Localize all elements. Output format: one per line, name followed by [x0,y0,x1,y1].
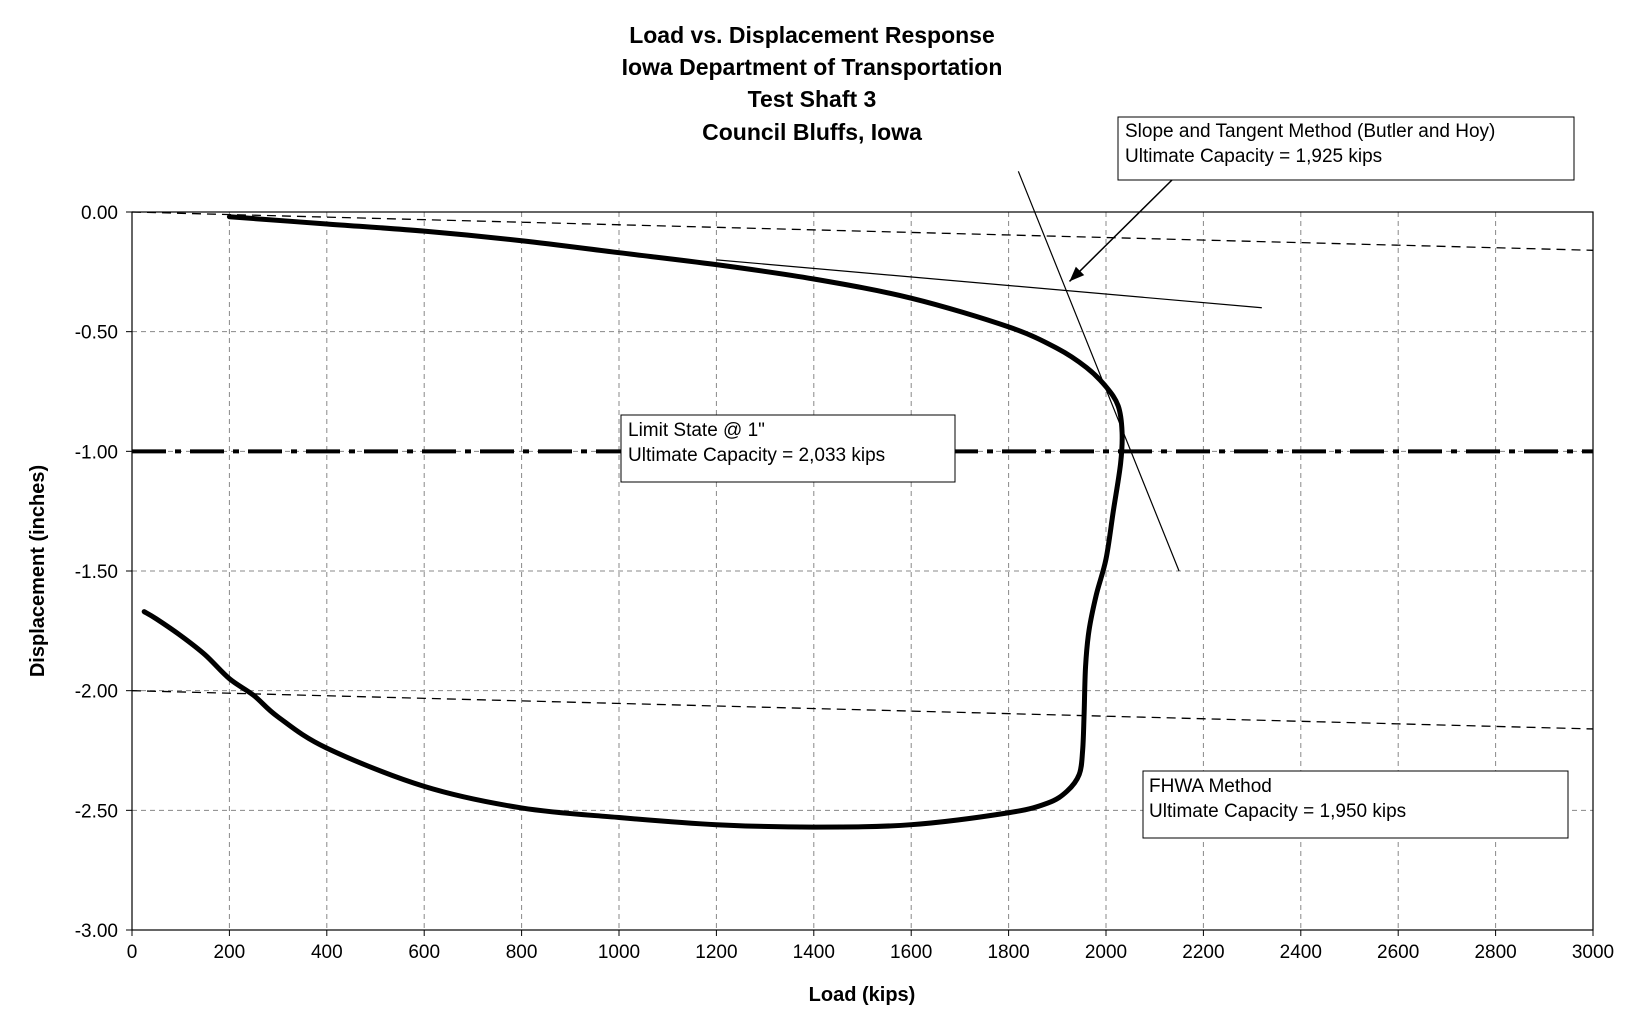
annotation-limit-state: Limit State @ 1" Ultimate Capacity = 2,0… [620,414,956,483]
x-tick-label: 1000 [598,942,640,963]
load-displacement-curve [141,214,1125,830]
title-line-3: Test Shaft 3 [748,86,877,112]
x-tick-label: 1200 [695,942,737,963]
x-tick-label: 0 [127,942,138,963]
annotation-box [620,414,956,483]
y-tick-label: -1.00 [75,442,118,463]
y-tick-label: -2.50 [75,801,118,822]
annotation-line: Ultimate Capacity = 2,033 kips [628,445,885,466]
title-line-2: Iowa Department of Transportation [622,54,1003,80]
x-tick-label: 2600 [1377,942,1419,963]
y-tick-label: -1.50 [75,562,118,583]
annotation-line: FHWA Method [1149,776,1272,797]
x-axis: 0 200 400 600 800 1000 1200 1400 1600 1800 2000 220… [127,930,1614,963]
title-line-4: Council Bluffs, Iowa [702,119,922,145]
x-tick-label: 1800 [987,942,1029,963]
x-tick-label: 800 [506,942,538,963]
series-group [131,171,1594,830]
tangent-line [1017,171,1180,572]
title-line-1: Load vs. Displacement Response [629,22,995,48]
y-axis-label: Displacement (inches) [27,465,49,677]
annotation-fhwa: FHWA Method Ultimate Capacity = 1,950 ki… [1142,770,1569,839]
annotation-line: Ultimate Capacity = 1,925 kips [1125,146,1382,167]
x-tick-label: 2000 [1085,942,1127,963]
y-tick-label: -0.50 [75,323,118,344]
x-tick-label: 1600 [890,942,932,963]
x-tick-label: 3000 [1572,942,1614,963]
grid [132,212,1593,930]
annotation-slope-tangent: Slope and Tangent Method (Butler and Hoy… [1117,116,1575,181]
annotation-line: Slope and Tangent Method (Butler and Hoy… [1125,121,1495,142]
reference-line-dashed [131,211,1594,251]
x-tick-label: 400 [311,942,343,963]
chart-title: Load vs. Displacement Response Iowa Depa… [622,22,1003,145]
x-tick-label: 2800 [1474,942,1516,963]
x-tick-label: 200 [214,942,246,963]
tangent-line [716,259,1262,309]
arrow-shaft [1068,179,1173,282]
arrow-head [1069,266,1085,282]
x-tick-label: 2200 [1182,942,1224,963]
annotation-arrow [1068,179,1173,282]
reference-line-dashed [131,690,1594,730]
x-axis-label: Load (kips) [809,984,916,1006]
annotation-box [1117,116,1575,181]
y-tick-label: -2.00 [75,682,118,703]
annotation-line: Ultimate Capacity = 1,950 kips [1149,801,1406,822]
annotation-line: Limit State @ 1" [628,420,765,441]
y-tick-label: 0.00 [81,203,118,224]
x-tick-label: 600 [408,942,440,963]
y-axis: 0.00 -0.50 -1.00 -1.50 -2.00 -2.50 -3.00 [75,203,132,942]
annotation-box [1142,770,1569,839]
x-tick-label: 1400 [793,942,835,963]
y-tick-label: -3.00 [75,921,118,942]
x-tick-label: 2400 [1280,942,1322,963]
